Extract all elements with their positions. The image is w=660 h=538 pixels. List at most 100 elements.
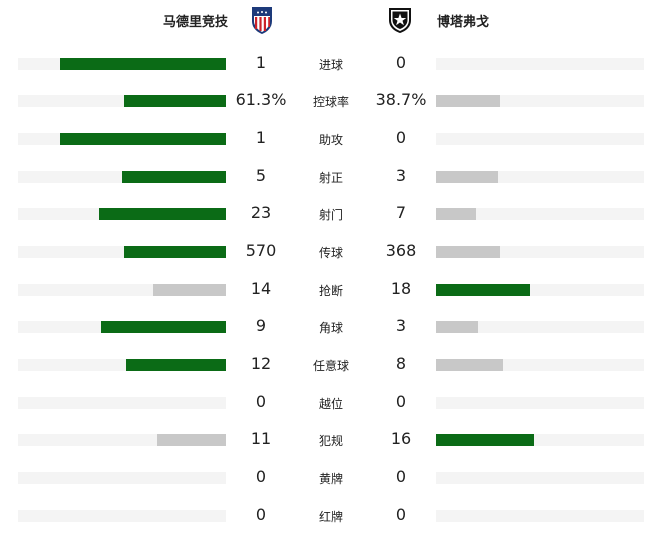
- home-stat-bar-fill: [60, 58, 226, 70]
- home-stat-value: 1: [255, 53, 267, 72]
- home-stat-value: 11: [250, 429, 272, 448]
- away-stat-value: 0: [395, 392, 407, 411]
- stat-label: 控球率: [312, 95, 349, 109]
- home-stat-bar: [18, 246, 226, 258]
- away-team-name: 博塔弗戈: [437, 15, 490, 30]
- away-stat-bar: [436, 246, 644, 258]
- stat-row: 12 任意球 8: [0, 353, 660, 377]
- stat-row: 0 黄牌 0: [0, 466, 660, 490]
- away-stat-bar: [436, 95, 644, 107]
- away-stat-value: 0: [395, 128, 407, 147]
- home-stat-value: 0: [255, 467, 267, 486]
- stat-row: 0 越位 0: [0, 391, 660, 415]
- away-stat-value: 16: [390, 429, 412, 448]
- home-stat-bar: [18, 434, 226, 446]
- home-stat-bar: [18, 284, 226, 296]
- away-stat-value: 368: [385, 241, 417, 260]
- stat-label: 传球: [318, 246, 343, 260]
- away-stat-bar: [436, 359, 644, 371]
- away-stat-value: 3: [395, 166, 407, 185]
- home-stat-bar: [18, 95, 226, 107]
- home-stat-value: 1: [255, 128, 267, 147]
- home-team-name: 马德里竞技: [163, 15, 229, 30]
- home-stat-bar-fill: [122, 171, 226, 183]
- away-stat-bar: [436, 58, 644, 70]
- away-stat-value: 0: [395, 505, 407, 524]
- home-stat-bar: [18, 171, 226, 183]
- stat-label: 黄牌: [318, 472, 343, 486]
- stat-row: 14 抢断 18: [0, 278, 660, 302]
- away-stat-bar-fill: [436, 95, 500, 107]
- stat-label: 红牌: [318, 510, 343, 524]
- stat-row: 1 助攻 0: [0, 127, 660, 151]
- away-stat-bar-fill: [436, 434, 534, 446]
- stat-label: 任意球: [312, 359, 349, 373]
- away-stat-bar: [436, 510, 644, 522]
- home-stat-bar-fill: [60, 133, 226, 145]
- home-stat-bar-fill: [124, 95, 226, 107]
- home-stat-bar-fill: [124, 246, 226, 258]
- home-stat-bar: [18, 359, 226, 371]
- away-stat-bar: [436, 397, 644, 409]
- away-stat-bar-fill: [436, 321, 478, 333]
- home-stat-value: 5: [255, 166, 267, 185]
- stat-row: 23 射门 7: [0, 202, 660, 226]
- stat-label: 犯规: [318, 434, 343, 448]
- atletico-madrid-crest-icon: [252, 7, 272, 34]
- away-stat-bar: [436, 171, 644, 183]
- stat-label: 越位: [318, 397, 343, 411]
- away-stat-bar-fill: [436, 246, 500, 258]
- home-stat-value: 0: [255, 505, 267, 524]
- stat-row: 0 红牌 0: [0, 504, 660, 528]
- away-stat-bar-fill: [436, 208, 476, 220]
- home-stat-value: 9: [255, 316, 267, 335]
- stat-label: 抢断: [318, 284, 343, 298]
- stat-label: 角球: [318, 321, 343, 335]
- home-stat-bar: [18, 472, 226, 484]
- home-stat-bar: [18, 321, 226, 333]
- stat-label: 射门: [318, 208, 343, 222]
- home-stat-bar-fill: [153, 284, 226, 296]
- home-stat-bar: [18, 208, 226, 220]
- home-stat-value: 23: [250, 203, 272, 222]
- home-stat-bar: [18, 510, 226, 522]
- home-stat-bar: [18, 58, 226, 70]
- stat-row: 11 犯规 16: [0, 428, 660, 452]
- stat-label: 进球: [318, 58, 343, 72]
- home-stat-value: 570: [245, 241, 277, 260]
- away-stat-value: 7: [395, 203, 407, 222]
- away-stat-value: 18: [390, 279, 412, 298]
- stat-row: 570 传球 368: [0, 240, 660, 264]
- away-stat-value: 0: [395, 53, 407, 72]
- away-stat-bar: [436, 133, 644, 145]
- away-stat-bar-fill: [436, 171, 498, 183]
- home-stat-value: 0: [255, 392, 267, 411]
- away-stat-bar: [436, 321, 644, 333]
- home-stat-bar-fill: [126, 359, 226, 371]
- away-stat-bar-fill: [436, 284, 530, 296]
- stat-row: 1 进球 0: [0, 52, 660, 76]
- away-stat-bar-fill: [436, 359, 503, 371]
- home-stat-bar: [18, 397, 226, 409]
- away-stat-bar: [436, 434, 644, 446]
- away-stat-value: 8: [395, 354, 407, 373]
- away-stat-bar: [436, 208, 644, 220]
- stat-row: 9 角球 3: [0, 315, 660, 339]
- away-stat-bar: [436, 284, 644, 296]
- home-stat-value: 12: [250, 354, 272, 373]
- home-stat-bar-fill: [99, 208, 226, 220]
- stat-label: 助攻: [318, 133, 343, 147]
- stat-row: 61.3% 控球率 38.7%: [0, 89, 660, 113]
- botafogo-crest-icon: [389, 8, 411, 33]
- home-stat-bar-fill: [101, 321, 226, 333]
- home-stat-value: 61.3%: [235, 90, 287, 109]
- stat-label: 射正: [318, 171, 343, 185]
- home-stat-bar-fill: [157, 434, 226, 446]
- away-stat-value: 0: [395, 467, 407, 486]
- away-stat-bar: [436, 472, 644, 484]
- stat-row: 5 射正 3: [0, 165, 660, 189]
- home-stat-value: 14: [250, 279, 272, 298]
- home-stat-bar: [18, 133, 226, 145]
- away-stat-value: 38.7%: [375, 90, 427, 109]
- away-stat-value: 3: [395, 316, 407, 335]
